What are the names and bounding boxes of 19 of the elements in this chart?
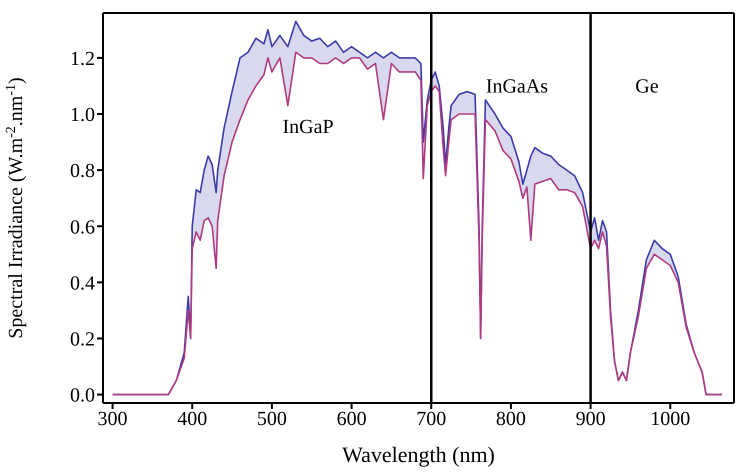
y-tick-label: 0.4: [70, 272, 95, 294]
annotation: Ge: [635, 75, 659, 98]
y-tick-label: 0.2: [70, 328, 95, 351]
x-tick-label: 500: [256, 408, 287, 430]
x-tick-label: 400: [177, 408, 208, 430]
x-tick-label: 600: [336, 408, 367, 430]
y-tick-label: 1.0: [70, 104, 95, 126]
x-tick-label: 300: [98, 408, 128, 430]
y-tick-label: 0.0: [70, 384, 95, 407]
x-axis-title: Wavelength (nm): [342, 442, 495, 467]
x-tick-label: 800: [496, 408, 526, 430]
y-tick-label: 0.8: [70, 160, 95, 182]
x-tick-label: 900: [576, 408, 606, 430]
x-tick-label: 700: [416, 408, 446, 430]
y-tick-label: 1.2: [70, 48, 95, 70]
y-tick-label: 0.6: [70, 216, 95, 238]
x-tick-label: 1000: [650, 408, 690, 430]
annotation: InGaP: [282, 116, 334, 138]
annotation: InGaAs: [486, 75, 548, 98]
